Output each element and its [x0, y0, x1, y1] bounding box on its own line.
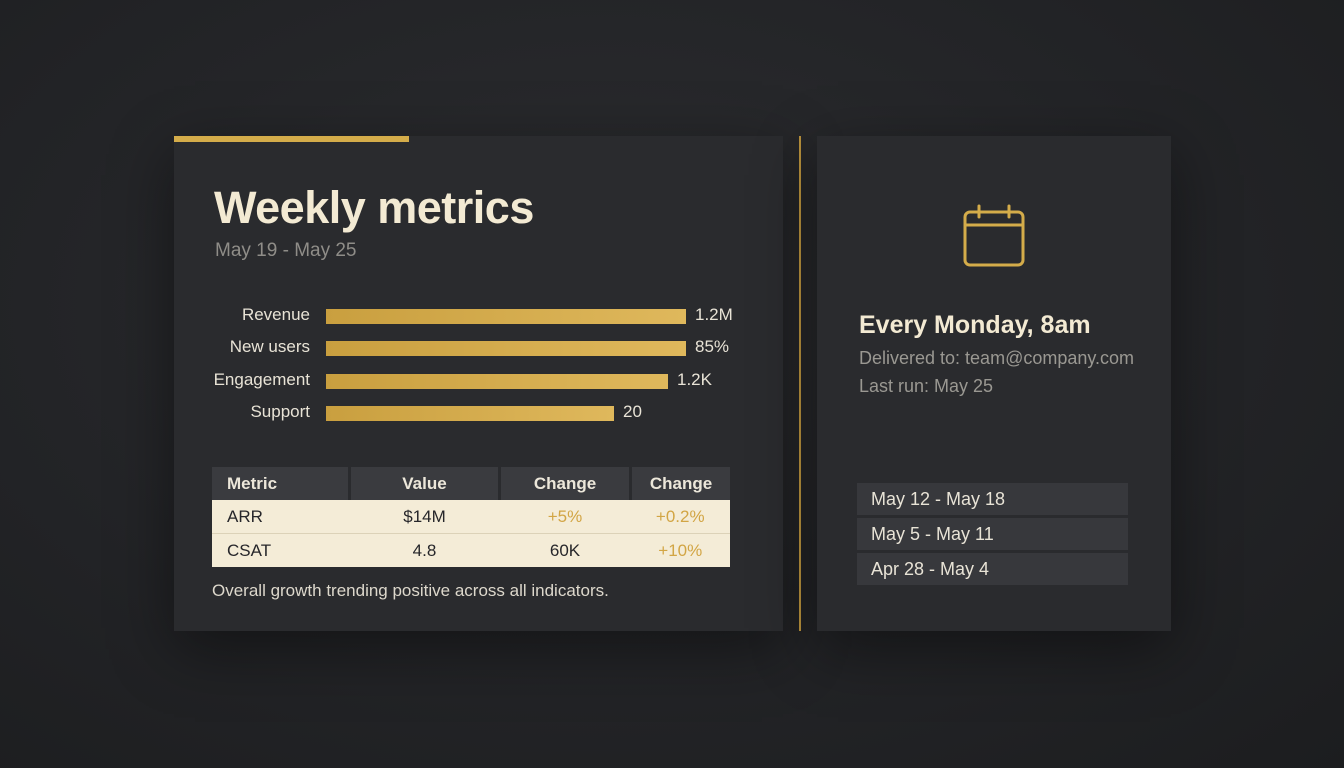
bar — [326, 374, 668, 389]
table-cell: +10% — [630, 533, 730, 567]
table-cell: CSAT — [212, 533, 350, 567]
bar-row-revenue: Revenue 1.2M — [174, 303, 783, 327]
summary-note: Overall growth trending positive across … — [212, 581, 609, 600]
bar-row-new-users: New users 85% — [174, 335, 783, 359]
bar-value-label: 85% — [695, 337, 730, 356]
bar-row-engagement: Engagement 1.2K — [174, 368, 783, 392]
schedule-title: Every Monday, 8am — [859, 311, 1091, 339]
table-header-value: Value — [349, 467, 501, 500]
table-cell: +0.2% — [630, 500, 730, 534]
history-item[interactable]: May 12 - May 18 — [857, 483, 1128, 515]
delivery-recipient: Delivered to: team@company.com — [859, 348, 1135, 368]
history-item[interactable]: May 5 - May 11 — [857, 518, 1128, 550]
bar-label: Revenue — [241, 305, 310, 324]
report-date-range: May 19 - May 25 — [215, 240, 357, 261]
report-title: Weekly metrics — [214, 182, 534, 233]
table-cell: $14M — [349, 500, 500, 534]
bar-value-label: 20 — [623, 402, 642, 421]
table-cell: 4.8 — [349, 533, 500, 567]
bar-label: Support — [250, 402, 310, 421]
metrics-table: Metric Value Change Change ARR $14M +5% … — [212, 467, 730, 567]
table-cell: ARR — [212, 500, 350, 534]
table-row: ARR $14M +5% +0.2% — [212, 500, 730, 534]
bar — [326, 406, 614, 421]
calendar-icon — [963, 204, 1025, 267]
bar — [326, 341, 686, 356]
last-run: Last run: May 25 — [859, 376, 994, 396]
bar-value-label: 1.2M — [695, 305, 733, 324]
table-header-change: Change — [499, 467, 632, 500]
table-cell: +5% — [499, 500, 631, 534]
accent-bar — [174, 136, 409, 142]
bar — [326, 309, 686, 324]
bar-label: New users — [229, 337, 310, 356]
bar-label: Engagement — [213, 370, 310, 389]
schedule-card: Every Monday, 8am Delivered to: team@com… — [817, 136, 1171, 631]
weekly-metrics-card: Weekly metrics May 19 - May 25 Revenue 1… — [174, 136, 783, 631]
bar-row-support: Support 20 — [174, 400, 783, 424]
bar-value-label: 1.2K — [677, 370, 712, 389]
table-row: CSAT 4.8 60K +10% — [212, 533, 730, 567]
table-header-metric: Metric — [212, 467, 351, 500]
history-item[interactable]: Apr 28 - May 4 — [857, 553, 1128, 585]
table-cell: 60K — [499, 533, 631, 567]
vertical-divider — [799, 136, 801, 631]
table-header-change-2: Change — [630, 467, 730, 500]
table-header-row: Metric Value Change Change — [212, 467, 730, 500]
